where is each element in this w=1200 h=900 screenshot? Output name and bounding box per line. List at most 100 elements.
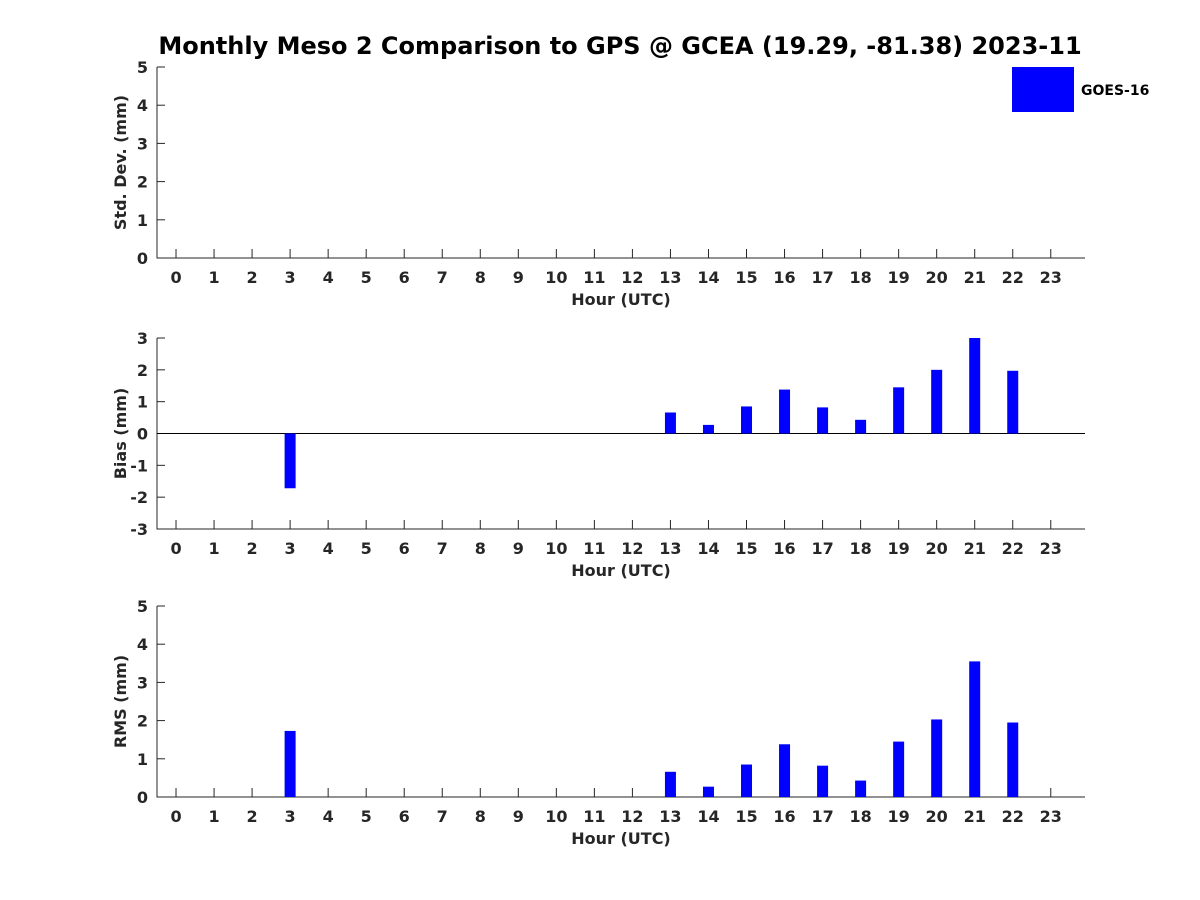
bar — [1007, 722, 1019, 797]
x-tick-label: 12 — [621, 539, 643, 558]
x-tick-label: 12 — [621, 807, 643, 826]
y-tick-label: 5 — [137, 58, 148, 77]
legend: GOES-16 — [1012, 67, 1149, 112]
y-tick-label: 0 — [137, 249, 148, 268]
x-tick-label: 16 — [773, 539, 795, 558]
y-tick-label: 1 — [137, 393, 148, 412]
bar — [741, 764, 753, 797]
legend-label-goes-16: GOES-16 — [1081, 83, 1149, 99]
x-tick-label: 14 — [697, 268, 719, 287]
y-tick-label: -2 — [130, 488, 148, 507]
x-tick-label: 1 — [208, 268, 219, 287]
y-axis-label: Std. Dev. (mm) — [111, 95, 130, 230]
y-tick-label: 2 — [137, 712, 148, 731]
x-tick-label: 12 — [621, 268, 643, 287]
x-tick-label: 21 — [964, 539, 986, 558]
y-tick-label: 4 — [137, 635, 148, 654]
x-tick-label: 13 — [659, 807, 681, 826]
x-tick-label: 13 — [659, 539, 681, 558]
x-tick-label: 2 — [247, 807, 258, 826]
x-tick-label: 9 — [513, 268, 524, 287]
bar — [969, 338, 981, 434]
bar — [855, 419, 867, 434]
x-tick-label: 11 — [583, 268, 605, 287]
y-tick-label: 5 — [137, 597, 148, 616]
x-tick-label: 13 — [659, 268, 681, 287]
x-tick-label: 20 — [926, 268, 948, 287]
y-tick-label: 0 — [137, 425, 148, 444]
axis-lines — [156, 67, 1085, 259]
x-tick-label: 21 — [964, 268, 986, 287]
x-axis-label: Hour (UTC) — [571, 829, 671, 848]
x-tick-label: 23 — [1040, 268, 1062, 287]
y-tick-label: 4 — [137, 96, 148, 115]
x-tick-label: 15 — [735, 268, 757, 287]
x-tick-label: 19 — [888, 807, 910, 826]
legend-swatch — [1012, 67, 1074, 112]
x-tick-label: 4 — [323, 268, 334, 287]
x-tick-label: 19 — [888, 268, 910, 287]
x-tick-label: 5 — [361, 268, 372, 287]
x-tick-label: 5 — [361, 539, 372, 558]
x-tick-label: 15 — [735, 807, 757, 826]
bar — [702, 424, 714, 434]
axis-lines — [156, 606, 1085, 798]
x-tick-label: 2 — [247, 268, 258, 287]
x-tick-label: 14 — [697, 539, 719, 558]
x-tick-label: 21 — [964, 807, 986, 826]
x-tick-label: 6 — [399, 268, 410, 287]
y-tick-label: 2 — [137, 173, 148, 192]
x-tick-label: 20 — [926, 807, 948, 826]
x-tick-label: 23 — [1040, 807, 1062, 826]
bar — [817, 765, 829, 797]
x-tick-label: 15 — [735, 539, 757, 558]
x-tick-label: 9 — [513, 539, 524, 558]
x-tick-label: 4 — [323, 539, 334, 558]
x-tick-label: 20 — [926, 539, 948, 558]
y-tick-label: 3 — [137, 673, 148, 692]
x-tick-label: 17 — [811, 268, 833, 287]
x-tick-label: 5 — [361, 807, 372, 826]
y-tick-label: -1 — [130, 456, 148, 475]
bar — [855, 780, 867, 797]
x-tick-label: 11 — [583, 539, 605, 558]
x-tick-label: 6 — [399, 807, 410, 826]
x-tick-label: 10 — [545, 807, 567, 826]
x-tick-label: 8 — [475, 539, 486, 558]
y-axis-label: RMS (mm) — [111, 655, 130, 748]
x-tick-label: 22 — [1002, 539, 1024, 558]
bar — [779, 744, 791, 797]
x-tick-label: 6 — [399, 539, 410, 558]
y-tick-label: 0 — [137, 788, 148, 807]
x-tick-label: 11 — [583, 807, 605, 826]
chart-title: Monthly Meso 2 Comparison to GPS @ GCEA … — [158, 32, 1081, 60]
x-tick-label: 2 — [247, 539, 258, 558]
x-tick-label: 3 — [285, 268, 296, 287]
x-tick-label: 22 — [1002, 268, 1024, 287]
x-tick-label: 14 — [697, 807, 719, 826]
bar — [931, 719, 943, 797]
y-axis-label: Bias (mm) — [111, 388, 130, 480]
x-tick-label: 1 — [208, 539, 219, 558]
y-tick-label: 3 — [137, 329, 148, 348]
bar — [284, 433, 296, 489]
bar — [702, 786, 714, 797]
bar — [741, 406, 753, 434]
x-tick-label: 7 — [437, 268, 448, 287]
x-tick-label: 17 — [811, 807, 833, 826]
x-axis-label: Hour (UTC) — [571, 561, 671, 580]
bar — [893, 387, 905, 434]
x-tick-label: 17 — [811, 539, 833, 558]
x-tick-label: 7 — [437, 539, 448, 558]
y-tick-label: 1 — [137, 750, 148, 769]
x-tick-label: 16 — [773, 807, 795, 826]
bar — [817, 407, 829, 434]
bar — [893, 741, 905, 797]
bar — [969, 661, 981, 797]
x-tick-label: 10 — [545, 268, 567, 287]
y-tick-label: 3 — [137, 134, 148, 153]
